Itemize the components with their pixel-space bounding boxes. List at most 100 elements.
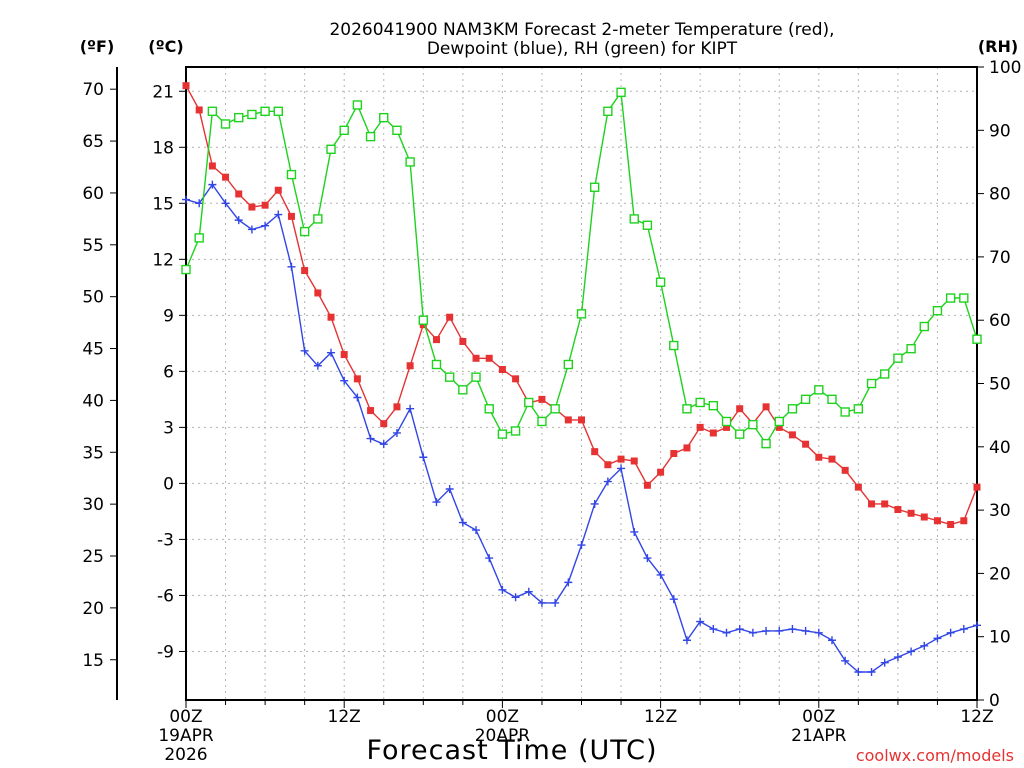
fahrenheit-tick-label: 50 <box>82 288 104 308</box>
relative-humidity-point <box>194 233 204 243</box>
x-tick-label: 00Z <box>486 707 519 727</box>
relative-humidity-point <box>919 321 929 332</box>
temperature-point <box>868 500 876 508</box>
dewpoint-point <box>630 527 639 536</box>
dewpoint-point <box>195 199 204 208</box>
fahrenheit-tick-label: 15 <box>82 651 104 671</box>
dewpoint-point <box>946 628 955 637</box>
temperature-point <box>709 429 717 437</box>
x-tick-label: 12Z <box>328 707 361 727</box>
plot-frame <box>185 66 978 701</box>
x-tick-date-label: 20APR <box>475 726 531 746</box>
temperature-point <box>933 517 941 525</box>
relative-humidity-point <box>286 169 297 180</box>
temperature-point <box>314 289 322 297</box>
relative-humidity-point <box>682 404 692 414</box>
dewpoint-point <box>617 464 626 473</box>
relative-humidity-point <box>589 182 600 192</box>
dewpoint-point <box>340 376 349 385</box>
relative-humidity-point <box>418 315 428 325</box>
dewpoint-point <box>511 593 520 602</box>
temperature-point <box>287 212 295 220</box>
dewpoint-point <box>221 199 230 208</box>
relative-humidity-point <box>642 220 653 230</box>
relative-humidity-point <box>484 404 494 414</box>
dewpoint-point <box>445 485 454 493</box>
temperature-point <box>578 416 585 424</box>
relative-humidity-point <box>405 157 415 167</box>
relative-humidity-point <box>392 125 402 136</box>
temperature-point <box>920 513 928 521</box>
rh-tick-label: 90 <box>989 121 1011 141</box>
temperature-point <box>446 313 454 321</box>
temperature-point <box>960 517 968 525</box>
dewpoint-point <box>274 210 283 219</box>
relative-humidity-point <box>299 226 310 237</box>
celsius-tick-label: 6 <box>163 362 174 382</box>
dewpoint-point <box>696 617 705 626</box>
temperature-point <box>894 506 902 514</box>
rh-tick-label: 100 <box>989 58 1021 78</box>
relative-humidity-point <box>655 277 666 287</box>
x-tick-year-label: 2026 <box>164 745 207 765</box>
relative-humidity-point <box>444 372 455 382</box>
celsius-tick-label: 21 <box>152 82 174 102</box>
relative-humidity-point <box>735 429 745 439</box>
relative-humidity-point <box>669 340 679 351</box>
dewpoint-point <box>590 499 599 508</box>
fahrenheit-tick-label: 20 <box>82 599 104 619</box>
relative-humidity-point <box>840 407 850 417</box>
relative-humidity-point <box>932 306 943 316</box>
dewpoint-point <box>603 477 612 486</box>
dewpoint-point <box>973 621 981 630</box>
dewpoint-point <box>247 225 256 234</box>
temperature-point <box>696 423 704 431</box>
temperature-point <box>907 509 915 517</box>
dewpoint-point <box>643 554 652 563</box>
temperature-point <box>630 457 638 465</box>
relative-humidity-point <box>260 106 270 117</box>
relative-humidity-point <box>181 264 191 275</box>
dewpoint-point <box>353 393 362 402</box>
temperature-point <box>591 448 599 456</box>
x-tick-date-label: 21APR <box>791 726 847 746</box>
temperature-point <box>261 201 269 209</box>
temperature-point <box>222 173 230 181</box>
temperature-point <box>195 106 203 114</box>
temperature-point <box>538 395 546 403</box>
fahrenheit-tick-label: 45 <box>82 340 104 360</box>
dewpoint-point <box>801 626 810 635</box>
dewpoint-point <box>182 195 190 204</box>
dewpoint-point <box>432 498 441 507</box>
dewpoint-point <box>564 578 573 587</box>
celsius-axis-label: (ºC) <box>148 37 183 56</box>
relative-humidity-point <box>906 343 916 354</box>
celsius-tick-label: 12 <box>152 250 174 270</box>
relative-humidity-point <box>431 359 442 370</box>
relative-humidity-point <box>695 397 705 408</box>
temperature-point <box>841 466 849 474</box>
relative-humidity-point <box>629 214 639 224</box>
relative-humidity-point <box>853 404 864 414</box>
x-tick-label: 00Z <box>802 707 835 727</box>
celsius-tick-label: 9 <box>163 306 174 326</box>
relative-humidity-point <box>800 394 811 405</box>
temperature-point <box>564 416 572 424</box>
relative-humidity-point <box>471 372 481 382</box>
relative-humidity-point <box>721 416 732 427</box>
rh-tick-label: 30 <box>989 501 1011 521</box>
fahrenheit-tick-label: 40 <box>82 391 104 411</box>
temperature-point <box>788 431 796 439</box>
temperature-point <box>301 267 309 275</box>
relative-humidity-point <box>550 404 560 414</box>
dewpoint-point <box>841 656 850 665</box>
relative-humidity-point <box>827 394 837 405</box>
relative-humidity-point <box>379 112 389 123</box>
relative-humidity-point <box>814 385 824 395</box>
relative-humidity-point <box>616 87 626 98</box>
relative-humidity-point <box>273 106 283 117</box>
celsius-tick-label: -9 <box>157 642 174 662</box>
dewpoint-point <box>458 518 467 527</box>
credit-text: coolwx.com/models <box>856 746 1014 765</box>
rh-tick-label: 60 <box>989 311 1011 331</box>
